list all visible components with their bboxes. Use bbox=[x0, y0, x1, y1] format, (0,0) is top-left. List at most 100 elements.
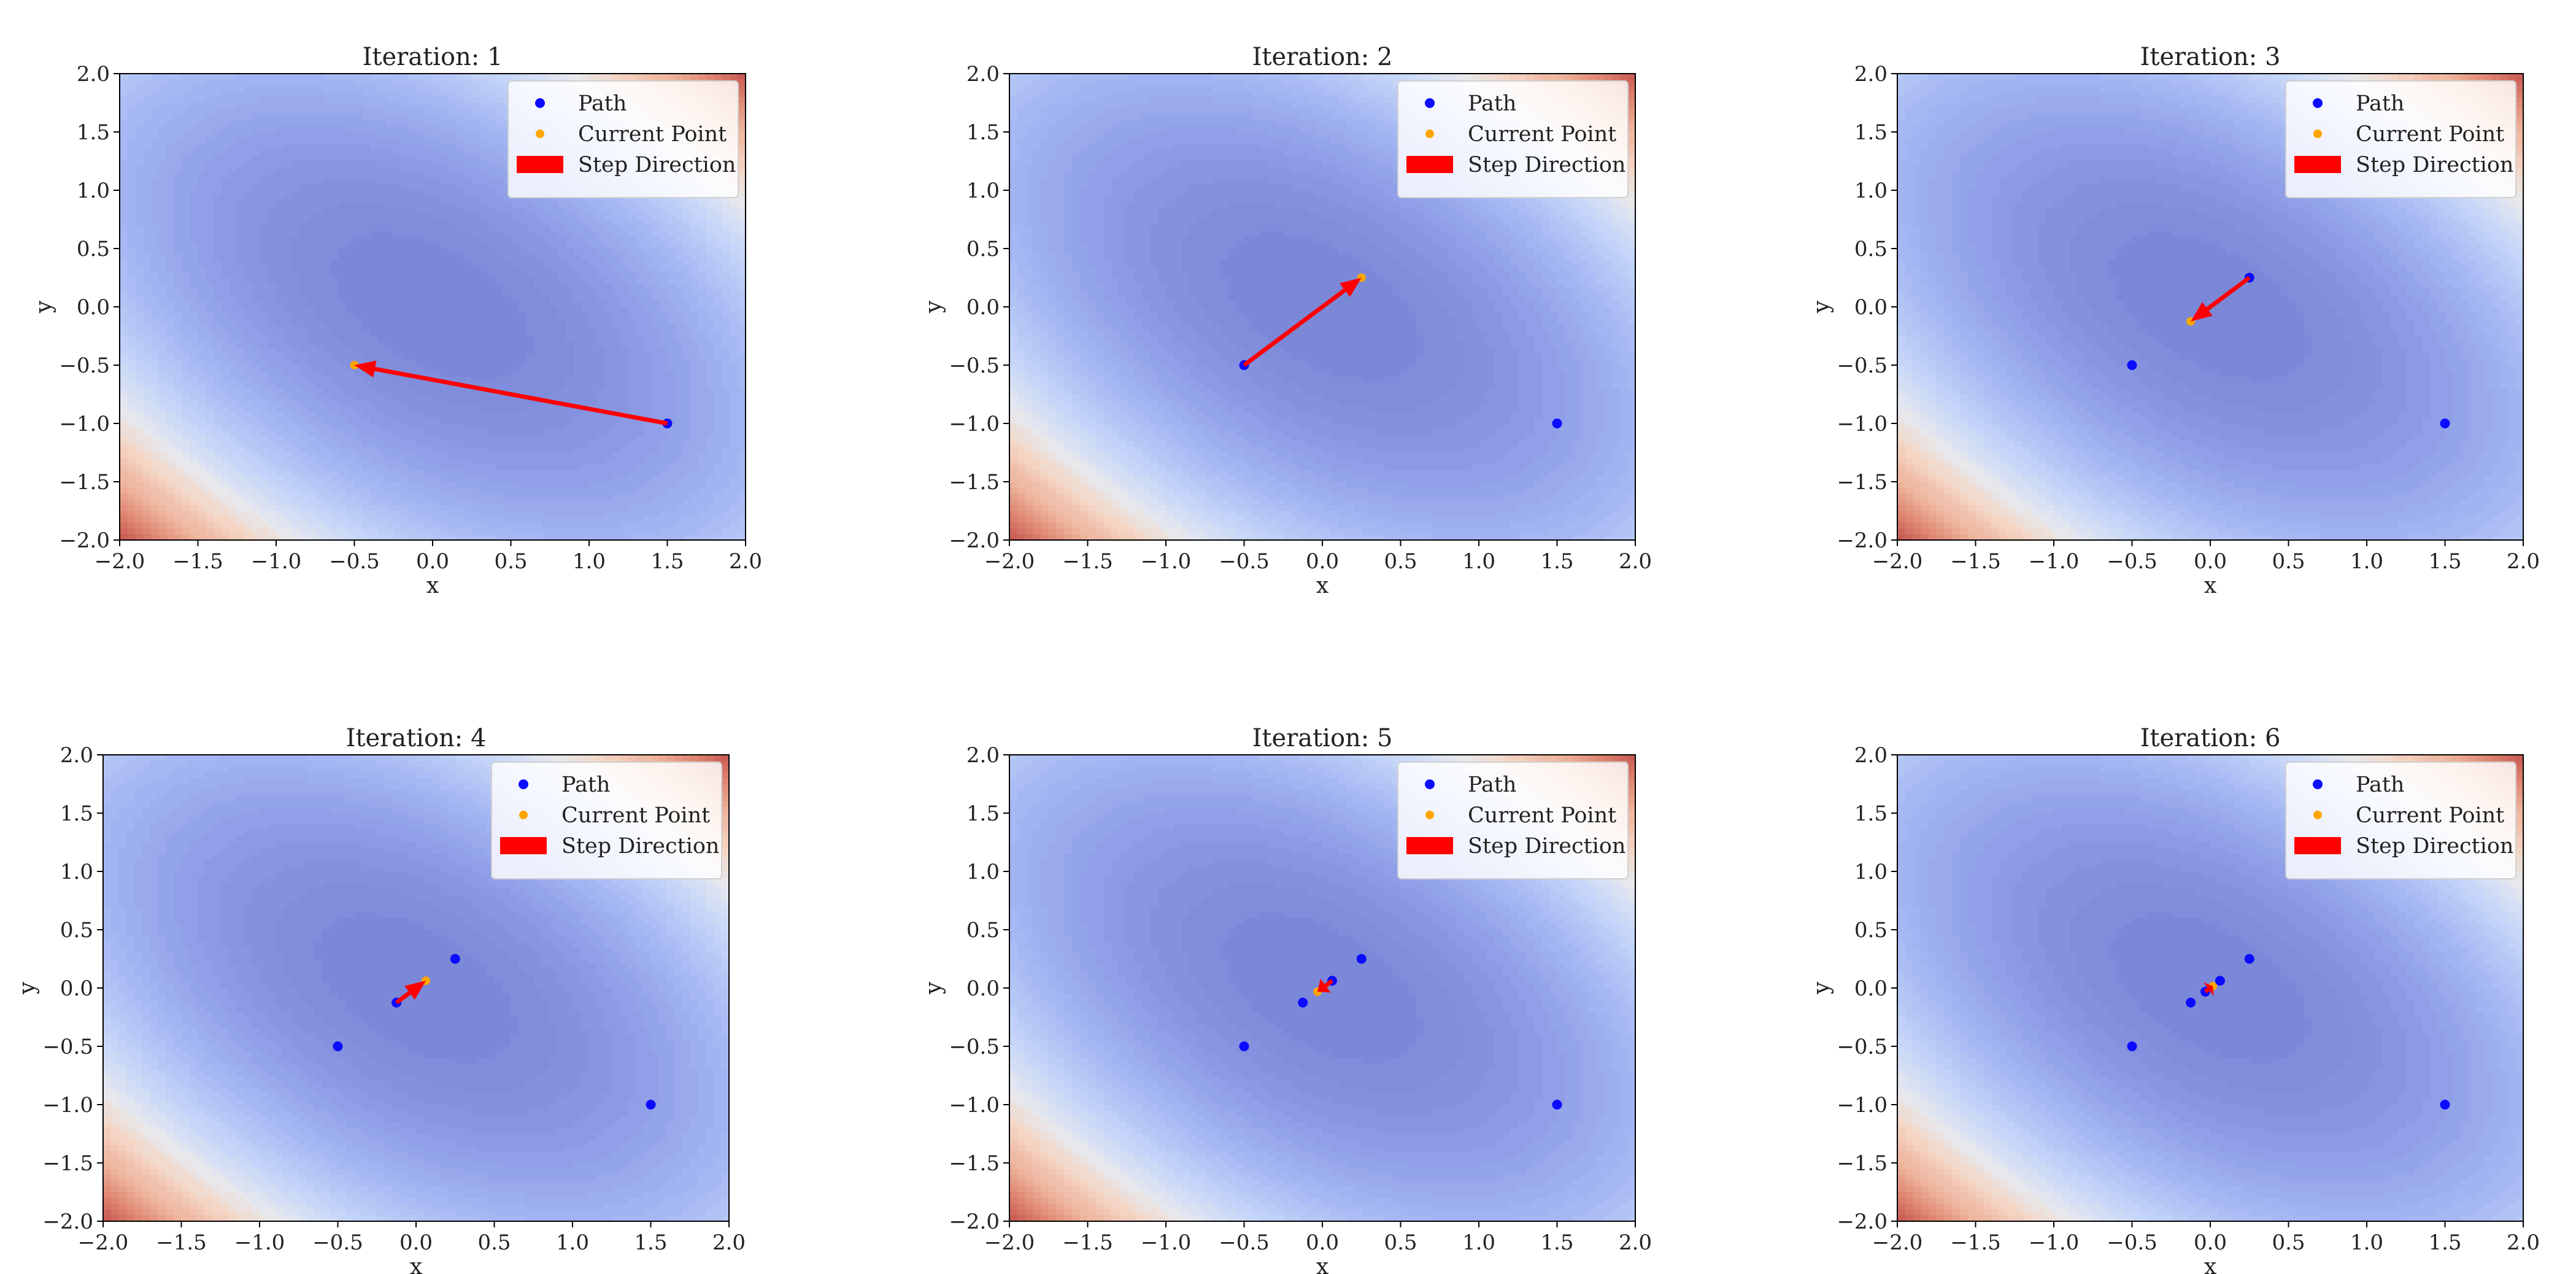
x-tick-label: 1.0 bbox=[1462, 549, 1495, 574]
y-tick-label: −1.5 bbox=[59, 470, 110, 495]
x-tick-label: −2.0 bbox=[984, 549, 1035, 574]
legend-label: Current Point bbox=[578, 122, 727, 147]
x-tick-label: 1.5 bbox=[650, 549, 684, 574]
y-tick-label: −0.5 bbox=[949, 1035, 1000, 1059]
x-tick-label: −2.0 bbox=[94, 549, 145, 574]
x-tick-label: −1.5 bbox=[1062, 549, 1113, 574]
y-tick-label: −2.0 bbox=[1837, 528, 1888, 553]
y-tick-label: 0.0 bbox=[966, 295, 1000, 320]
x-tick-label: 1.0 bbox=[2350, 549, 2383, 574]
x-tick-label: −1.0 bbox=[2029, 1230, 2080, 1255]
x-tick-label: −1.5 bbox=[1950, 549, 2001, 574]
legend-label: Path bbox=[2356, 773, 2404, 797]
legend-current-icon bbox=[519, 811, 528, 819]
subplot-title: Iteration: 1 bbox=[363, 43, 503, 71]
y-tick-label: −0.5 bbox=[1837, 1035, 1888, 1059]
step-arrow-head bbox=[1340, 277, 1362, 298]
legend-label: Path bbox=[561, 773, 610, 797]
path-point bbox=[2127, 360, 2137, 370]
y-tick-label: −0.5 bbox=[1837, 353, 1888, 378]
step-arrow-head bbox=[404, 981, 426, 1000]
y-tick-label: 0.0 bbox=[60, 976, 93, 1001]
path-point bbox=[2440, 419, 2450, 428]
x-tick-label: 2.0 bbox=[1619, 1230, 1652, 1255]
x-tick-label: −1.0 bbox=[234, 1230, 285, 1255]
path-point bbox=[1552, 419, 1562, 428]
x-tick-label: −0.5 bbox=[1219, 549, 1270, 574]
y-tick-label: 0.0 bbox=[77, 295, 110, 320]
path-point bbox=[1298, 997, 1308, 1008]
y-tick-label: 1.5 bbox=[966, 120, 1000, 145]
path-point bbox=[2244, 954, 2254, 964]
legend-path-icon bbox=[1425, 779, 1435, 789]
subplot-4: −2.0 −1.5 −1.0 −0.5 0.0 0.5 1.0 1.5 2.0 −2.0 −1.5 −… bbox=[15, 724, 746, 1274]
x-tick-label: 0.5 bbox=[2272, 549, 2305, 574]
y-tick-label: 0.5 bbox=[1854, 918, 1888, 943]
y-tick-label: −1.0 bbox=[949, 412, 1000, 436]
y-axis-label: y bbox=[31, 300, 56, 314]
x-tick-label: 0.5 bbox=[494, 549, 527, 574]
y-tick-label: −1.0 bbox=[1837, 1093, 1888, 1118]
y-tick-label: 1.0 bbox=[1854, 179, 1888, 203]
legend: Path Current Point Step Direction bbox=[1397, 762, 1629, 879]
x-tick-label: −0.5 bbox=[2107, 1230, 2158, 1255]
x-tick-label: −1.5 bbox=[172, 549, 223, 574]
path-point bbox=[646, 1100, 656, 1110]
y-tick-label: 1.0 bbox=[60, 860, 93, 884]
legend-step-icon bbox=[1406, 837, 1453, 854]
x-tick-label: 2.0 bbox=[2507, 549, 2540, 574]
x-tick-label: −1.0 bbox=[251, 549, 302, 574]
y-tick-label: −1.5 bbox=[1837, 470, 1888, 495]
x-axis-label: x bbox=[2204, 1254, 2216, 1274]
y-tick-label: −0.5 bbox=[59, 353, 110, 378]
x-tick-label: 1.5 bbox=[2428, 549, 2461, 574]
y-tick-label: 2.0 bbox=[1854, 743, 1888, 768]
y-tick-label: 0.0 bbox=[966, 976, 1000, 1001]
y-tick-label: −2.0 bbox=[1837, 1210, 1888, 1234]
legend-step-icon bbox=[517, 156, 563, 173]
y-tick-label: 1.5 bbox=[1854, 120, 1888, 145]
legend-label: Step Direction bbox=[578, 153, 736, 177]
x-tick-label: 0.0 bbox=[416, 549, 449, 574]
legend-path-icon bbox=[2313, 779, 2323, 789]
legend-label: Path bbox=[1468, 773, 1516, 797]
legend-label: Current Point bbox=[2356, 803, 2504, 828]
legend-box bbox=[1397, 80, 1629, 198]
path-point bbox=[2215, 976, 2225, 986]
step-arrow-shaft bbox=[374, 366, 668, 426]
y-tick-label: 2.0 bbox=[966, 62, 1000, 87]
step-arrow-shaft bbox=[2206, 276, 2251, 311]
y-tick-label: −1.0 bbox=[949, 1093, 1000, 1118]
y-tick-label: 2.0 bbox=[60, 743, 93, 768]
x-tick-label: 1.0 bbox=[573, 549, 606, 574]
step-arrow-head bbox=[354, 360, 377, 377]
legend: Path Current Point Step Direction bbox=[507, 80, 739, 198]
y-tick-label: 1.0 bbox=[966, 179, 1000, 203]
legend-path-icon bbox=[1425, 98, 1435, 108]
path-point bbox=[2127, 1041, 2137, 1051]
step-arrow-shaft bbox=[1324, 979, 1334, 987]
y-tick-label: −0.5 bbox=[949, 353, 1000, 378]
path-point bbox=[1239, 1041, 1249, 1051]
x-axis-label: x bbox=[426, 573, 439, 598]
x-tick-label: −2.0 bbox=[1872, 1230, 1923, 1255]
y-tick-label: 0.5 bbox=[966, 237, 1000, 261]
x-tick-label: 2.0 bbox=[1619, 549, 1652, 574]
subplot-title: Iteration: 2 bbox=[1252, 43, 1393, 71]
legend: Path Current Point Step Direction bbox=[491, 762, 722, 879]
legend-label: Current Point bbox=[1468, 122, 1616, 147]
x-tick-label: 1.0 bbox=[556, 1230, 589, 1255]
legend-step-icon bbox=[500, 837, 547, 854]
x-tick-label: 1.5 bbox=[634, 1230, 667, 1255]
x-axis-label: x bbox=[1316, 573, 1328, 598]
y-tick-label: 2.0 bbox=[966, 743, 1000, 768]
y-tick-label: 1.5 bbox=[60, 801, 93, 826]
x-tick-label: −2.0 bbox=[984, 1230, 1035, 1255]
x-tick-label: −0.5 bbox=[312, 1230, 363, 1255]
x-tick-label: 1.5 bbox=[2428, 1230, 2461, 1255]
x-tick-label: 2.0 bbox=[2507, 1230, 2540, 1255]
legend: Path Current Point Step Direction bbox=[2285, 80, 2516, 198]
x-tick-label: −0.5 bbox=[1219, 1230, 1270, 1255]
step-arrow-shaft bbox=[395, 990, 411, 1005]
